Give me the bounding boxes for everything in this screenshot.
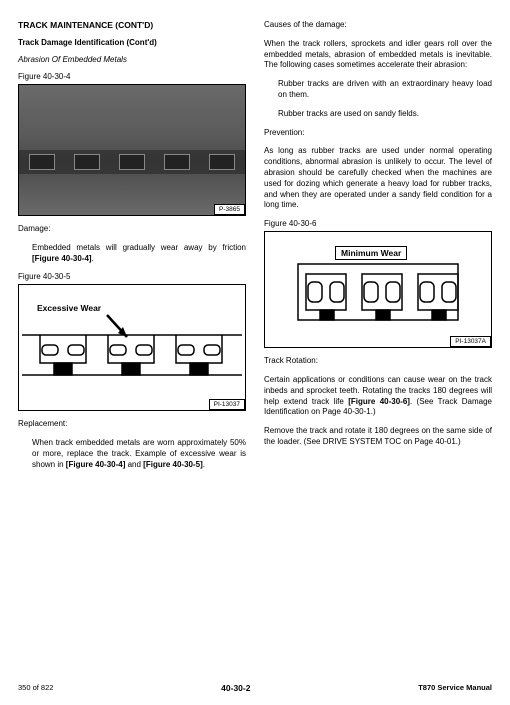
replacement-text: When track embedded metals are worn appr…	[18, 438, 246, 470]
figure-6-badge: PI-13037A	[450, 336, 491, 347]
figure-5-box: Excessive Wear PI-13037	[18, 284, 246, 411]
page-footer: 350 of 822 40-30-2 T870 Service Manual	[18, 683, 492, 693]
footer-center: 40-30-2	[221, 683, 250, 693]
causes-header: Causes of the damage:	[264, 20, 492, 31]
metal-block	[119, 154, 145, 170]
damage-text: Embedded metals will gradually wear away…	[18, 243, 246, 265]
figure-5-badge: PI-13037	[209, 399, 245, 410]
right-column: Causes of the damage: When the track rol…	[264, 20, 492, 479]
rotation-text-2: Remove the track and rotate it 180 degre…	[264, 426, 492, 448]
figure-4-label: Figure 40-30-4	[18, 72, 246, 81]
figure-6-box: Minimum Wear PI-13037A	[264, 231, 492, 348]
metal-row	[19, 150, 245, 174]
replacement-header: Replacement:	[18, 419, 246, 430]
figure-6-label: Figure 40-30-6	[264, 219, 492, 228]
figure-4-box: P-3865	[18, 84, 246, 216]
sub-heading-italic: Abrasion Of Embedded Metals	[18, 55, 246, 64]
footer-left: 350 of 822	[18, 683, 53, 693]
rotation-text: Certain applications or conditions can c…	[264, 375, 492, 418]
bullet-2: Rubber tracks are used on sandy fields.	[264, 109, 492, 120]
left-column: TRACK MAINTENANCE (CONT'D) Track Damage …	[18, 20, 246, 479]
metal-block	[164, 154, 190, 170]
figure-6-diagram: Minimum Wear	[265, 232, 491, 347]
rot-ref: [Figure 40-30-6]	[348, 397, 410, 406]
page-columns: TRACK MAINTENANCE (CONT'D) Track Damage …	[18, 20, 492, 479]
rotation-header: Track Rotation:	[264, 356, 492, 367]
metal-block	[209, 154, 235, 170]
main-heading: TRACK MAINTENANCE (CONT'D)	[18, 20, 246, 30]
damage-text-pre: Embedded metals will gradually wear away…	[32, 243, 246, 252]
footer-right: T870 Service Manual	[418, 683, 492, 693]
bullet-1: Rubber tracks are driven with an extraor…	[264, 79, 492, 101]
metal-block	[29, 154, 55, 170]
metal-block	[74, 154, 100, 170]
figure-4-badge: P-3865	[214, 204, 245, 215]
damage-text-post: .	[92, 254, 94, 263]
replace-ref2: [Figure 40-30-5]	[143, 460, 203, 469]
prevention-header: Prevention:	[264, 128, 492, 139]
figure-4-photo	[19, 85, 245, 215]
replace-post: .	[203, 460, 205, 469]
causes-text: When the track rollers, sprockets and id…	[264, 39, 492, 71]
replace-mid: and	[125, 460, 143, 469]
figure-5-label: Figure 40-30-5	[18, 272, 246, 281]
figure-5-diagram: Excessive Wear	[19, 285, 245, 410]
replace-ref1: [Figure 40-30-4]	[66, 460, 126, 469]
sub-heading: Track Damage Identification (Cont'd)	[18, 38, 246, 47]
figure-6-callout: Minimum Wear	[335, 246, 407, 260]
damage-ref: [Figure 40-30-4]	[32, 254, 92, 263]
prevention-text: As long as rubber tracks are used under …	[264, 146, 492, 211]
figure-5-callout: Excessive Wear	[37, 303, 101, 313]
damage-header: Damage:	[18, 224, 246, 235]
